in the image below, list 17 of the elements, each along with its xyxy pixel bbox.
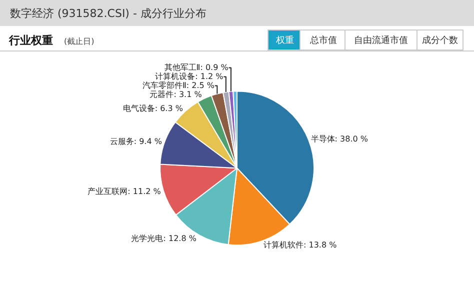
slice-label: 光学光电: 12.8 % [131,234,197,244]
text: 权重 [275,35,294,46]
slice-label: 汽车零部件Ⅱ: 2.5 % [142,81,215,90]
slice-label: 产业互联网: 11.2 % [88,186,162,196]
slice-label: 计算机设备: 1.2 % [155,72,224,82]
text: 自由流通市值 [354,35,408,46]
text: (截止日) [64,37,94,46]
chart-title: 数字经济 (931582.CSI) - 成分行业分布 [10,7,206,20]
slice-label: 元器件: 3.1 % [150,90,202,100]
chart-subtitle: 行业权重 [8,34,53,47]
slice-label: 电气设备: 6.3 % [122,104,184,113]
slice-label: 云服务: 9.4 % [110,137,162,146]
slice-label: 计算机软件: 13.8 % [263,240,338,250]
slice-label: 其他军工Ⅱ: 0.9 % [164,63,229,72]
text: 总市值 [309,35,337,46]
slice-label: 半导体: 38.0 % [310,134,368,144]
text: 成分个数 [422,35,458,46]
